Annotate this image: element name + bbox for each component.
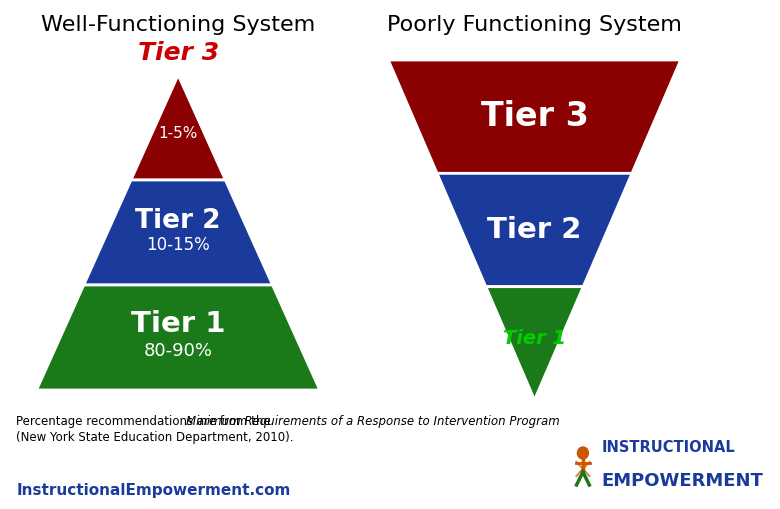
Polygon shape — [131, 75, 225, 180]
Text: (New York State Education Department, 2010).: (New York State Education Department, 20… — [16, 431, 294, 444]
Polygon shape — [388, 60, 681, 174]
Polygon shape — [83, 180, 272, 285]
Text: Tier 1: Tier 1 — [503, 329, 566, 348]
Text: Poorly Functioning System: Poorly Functioning System — [387, 15, 682, 35]
Text: Tier 2: Tier 2 — [488, 216, 582, 244]
Text: 10-15%: 10-15% — [147, 237, 210, 254]
Polygon shape — [37, 285, 320, 390]
Text: Tier 1: Tier 1 — [131, 310, 225, 338]
Circle shape — [577, 447, 588, 459]
Text: InstructionalEmpowerment.com: InstructionalEmpowerment.com — [16, 483, 291, 498]
Text: Minimum Requirements of a Response to Intervention Program: Minimum Requirements of a Response to In… — [186, 415, 560, 428]
Text: Well-Functioning System: Well-Functioning System — [41, 15, 315, 35]
Text: Tier 3: Tier 3 — [480, 100, 588, 133]
Polygon shape — [486, 287, 583, 400]
Text: Tier 2: Tier 2 — [136, 209, 221, 235]
Text: 1-5%: 1-5% — [158, 126, 198, 141]
Text: INSTRUCTIONAL: INSTRUCTIONAL — [601, 440, 735, 455]
Polygon shape — [437, 174, 632, 287]
Text: EMPOWERMENT: EMPOWERMENT — [601, 472, 763, 490]
Text: 80-90%: 80-90% — [144, 342, 213, 359]
Text: Percentage recommendations are from the: Percentage recommendations are from the — [16, 415, 275, 428]
Text: Tier 3: Tier 3 — [137, 41, 218, 65]
